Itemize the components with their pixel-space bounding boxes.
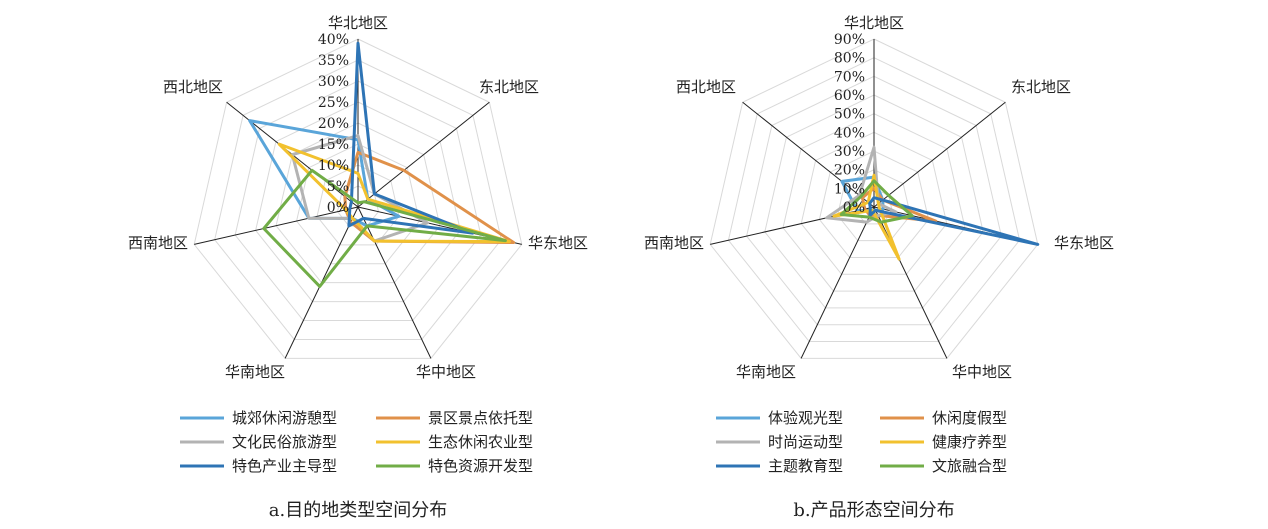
- grid-ring: [818, 150, 930, 258]
- legend-label: 文旅融合型: [932, 457, 1007, 475]
- legend-item: 休闲度假型: [880, 409, 1007, 427]
- tick-label: 90%: [834, 32, 865, 48]
- series-line: [262, 168, 507, 288]
- legend-label: 城郊休闲游憩型: [232, 409, 337, 427]
- tick-labels: 0% 5% 10% 15% 20% 25% 30% 35% 40%: [318, 32, 349, 216]
- axis-spoke: [194, 206, 359, 245]
- tick-label: 10%: [834, 181, 865, 197]
- legend-label: 文化民俗旅游型: [232, 433, 337, 451]
- tick-label: 30%: [318, 74, 349, 90]
- axis-label: 华东地区: [528, 234, 588, 252]
- tick-label: 5%: [327, 179, 349, 195]
- legend-item: 特色资源开发型: [376, 457, 533, 475]
- tick-label: 20%: [834, 163, 865, 179]
- radar-series: [248, 41, 516, 288]
- axis-label: 华南地区: [225, 363, 285, 381]
- legend-item: 景区景点依托型: [376, 409, 533, 427]
- tick-label: 70%: [834, 69, 865, 85]
- tick-label: 50%: [834, 107, 865, 123]
- legend-item: 体验观光型: [716, 409, 843, 427]
- tick-label: 15%: [318, 137, 349, 153]
- tick-label: 35%: [318, 53, 349, 69]
- grid-ring: [800, 131, 948, 275]
- axis-spoke: [873, 101, 1006, 208]
- legend-item: 文旅融合型: [880, 457, 1007, 475]
- legend-label: 生态休闲农业型: [428, 433, 533, 451]
- legend-item: 城郊休闲游憩型: [180, 409, 337, 427]
- axis-label: 东北地区: [479, 78, 539, 96]
- axis-spoke: [357, 101, 490, 208]
- axis-label: 西北地区: [676, 78, 736, 96]
- legend-item: 文化民俗旅游型: [180, 433, 337, 451]
- axis-spoke: [357, 206, 432, 359]
- legend-label: 体验观光型: [768, 409, 843, 427]
- grid-ring: [193, 38, 523, 359]
- tick-label: 30%: [834, 144, 865, 160]
- grid-ring: [275, 122, 441, 284]
- tick-label: 40%: [834, 125, 865, 141]
- grid-ring: [727, 57, 1021, 343]
- chart-caption: b.产品形态空间分布: [793, 500, 954, 521]
- grid-ring: [709, 38, 1039, 359]
- axis-label: 华南地区: [736, 363, 796, 381]
- axis-label: 华北地区: [844, 14, 904, 32]
- tick-label: 25%: [318, 95, 349, 111]
- axis-label: 西北地区: [163, 78, 223, 96]
- axis-label: 东北地区: [1011, 78, 1071, 96]
- radar-grid: [193, 38, 523, 359]
- tick-label: 0%: [327, 200, 349, 216]
- series-line: [832, 173, 901, 261]
- radar-chart-product-form: 0% 10% 20% 30% 40% 50% 60% 70% 80% 90%华北地区东北地区华东地…: [644, 14, 1114, 521]
- axis-label: 华中地区: [952, 363, 1012, 381]
- legend-label: 健康疗养型: [932, 433, 1007, 451]
- axis-spoke: [742, 101, 875, 208]
- axis-label: 华东地区: [1054, 234, 1114, 252]
- series-line: [277, 142, 512, 244]
- tick-label: 20%: [318, 116, 349, 132]
- tick-label: 80%: [834, 51, 865, 67]
- legend-label: 主题教育型: [768, 457, 843, 475]
- legend-item: 特色产业主导型: [180, 457, 337, 475]
- axis-label: 华中地区: [416, 363, 476, 381]
- axis-label: 华北地区: [328, 14, 388, 32]
- grid-ring: [782, 113, 966, 292]
- tick-label: 10%: [318, 158, 349, 174]
- legend-item: 生态休闲农业型: [376, 433, 533, 451]
- series-line: [347, 41, 475, 235]
- legend-item: 主题教育型: [716, 457, 843, 475]
- axis-spoke: [873, 206, 948, 359]
- radar-grid: [709, 38, 1039, 359]
- legend-item: 时尚运动型: [716, 433, 843, 451]
- radar-chart-destination-type: 0% 5% 10% 15% 20% 25% 30% 35% 40%华北地区东北地区华东地区华中地…: [128, 14, 588, 521]
- legend-label: 景区景点依托型: [428, 409, 533, 427]
- series-line: [839, 179, 914, 224]
- tick-label: 0%: [843, 200, 865, 216]
- chart-caption: a.目的地类型空间分布: [269, 500, 447, 521]
- axis-spoke: [800, 206, 875, 359]
- grid-ring: [764, 94, 984, 309]
- grid-ring: [234, 80, 482, 322]
- tick-labels: 0% 10% 20% 30% 40% 50% 60% 70% 80% 90%: [834, 32, 865, 216]
- series-line: [868, 196, 1040, 246]
- radar-series: [825, 145, 1040, 261]
- tick-label: 40%: [318, 32, 349, 48]
- tick-label: 60%: [834, 88, 865, 104]
- legend-label: 时尚运动型: [768, 433, 843, 451]
- legend-item: 健康疗养型: [880, 433, 1007, 451]
- legend-label: 休闲度假型: [932, 409, 1007, 427]
- axis-label: 西南地区: [128, 234, 188, 252]
- axis-label: 西南地区: [644, 234, 704, 252]
- grid-ring: [837, 169, 911, 242]
- legend-label: 特色产业主导型: [232, 457, 337, 475]
- legend-label: 特色资源开发型: [428, 457, 533, 475]
- grid-ring: [214, 59, 502, 340]
- grid-ring: [746, 75, 1002, 326]
